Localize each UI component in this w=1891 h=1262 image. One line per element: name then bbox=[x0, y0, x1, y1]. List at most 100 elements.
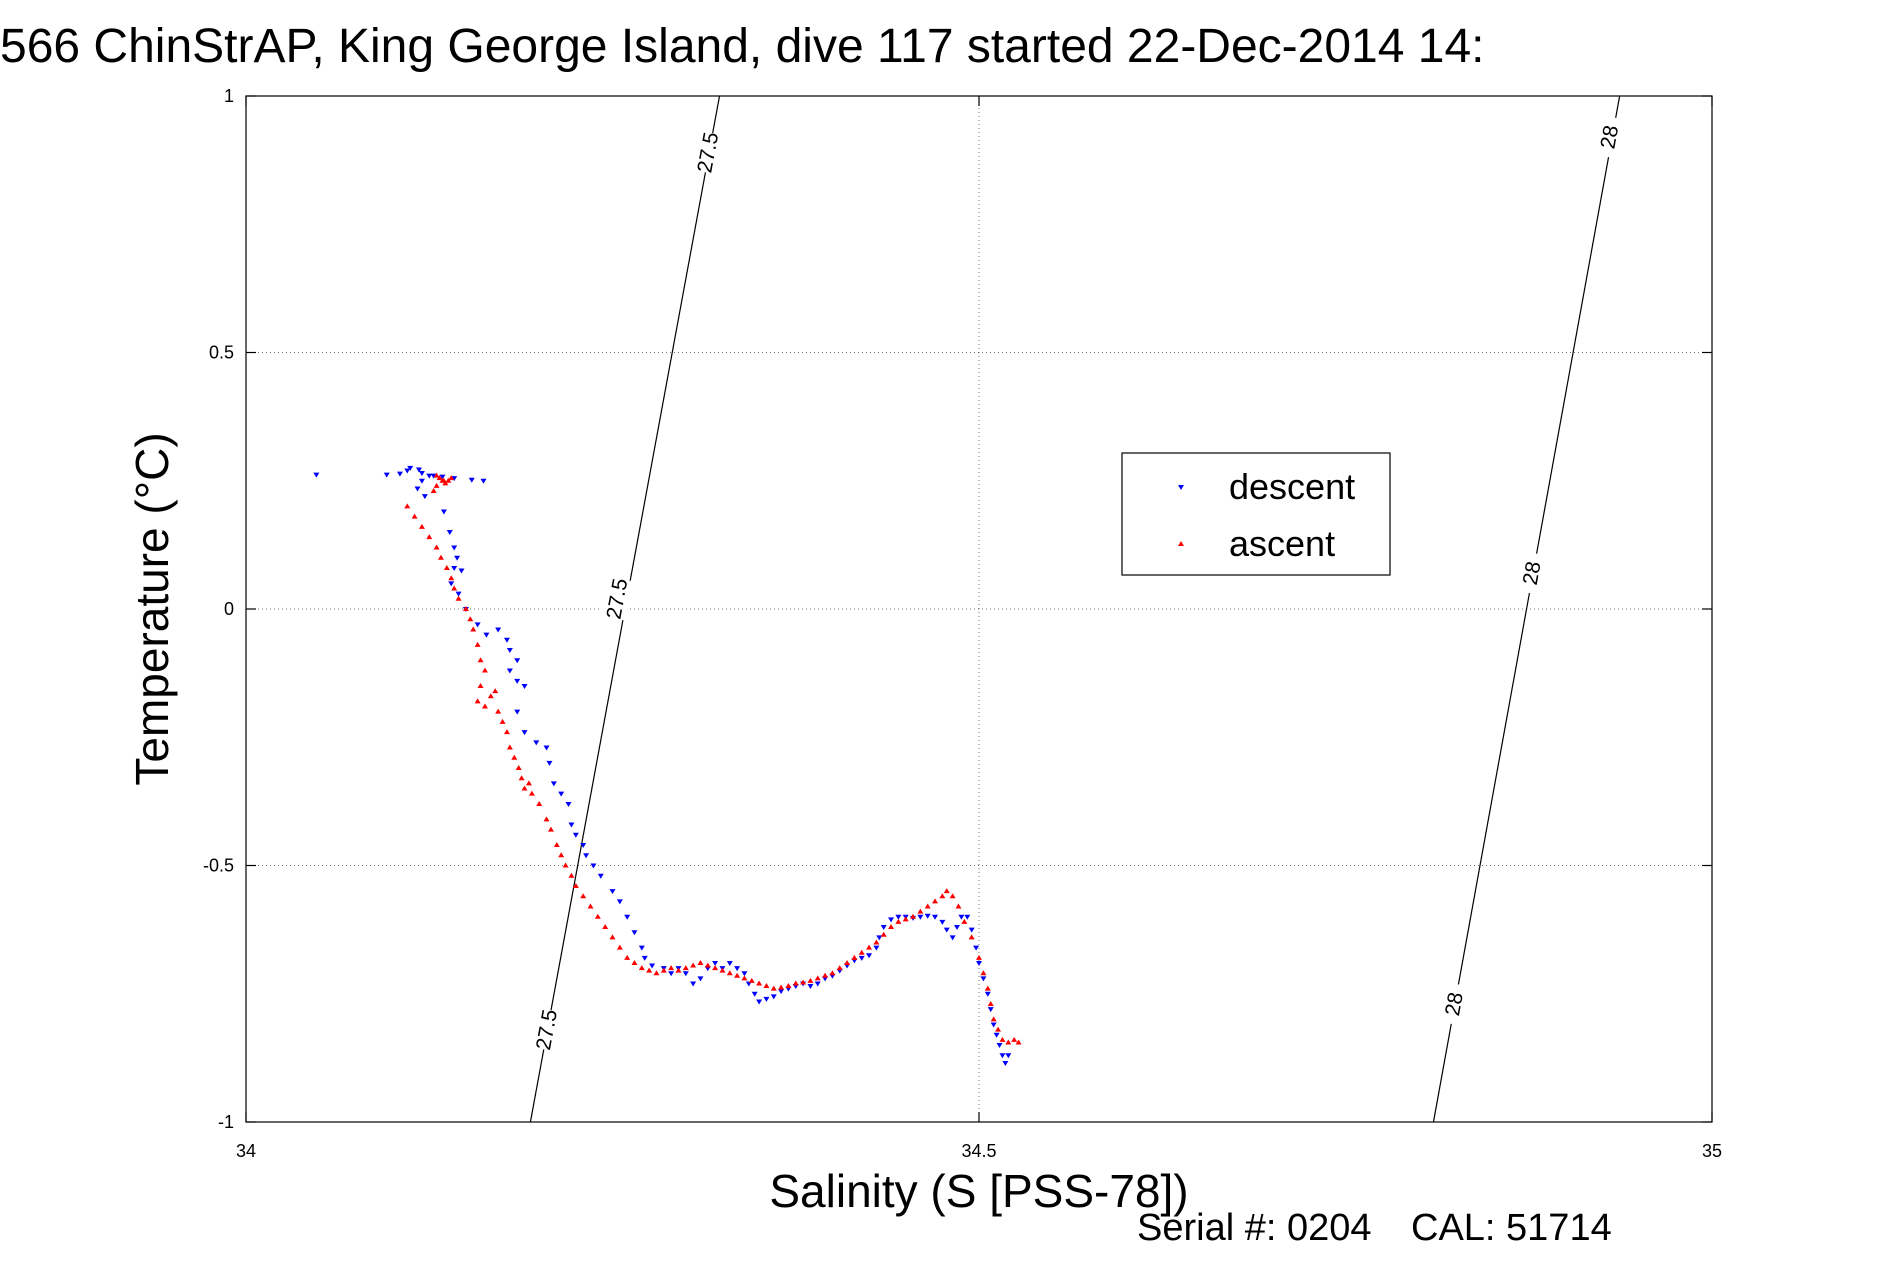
descent-point bbox=[649, 963, 656, 969]
y-tick-label: -0.5 bbox=[203, 856, 234, 876]
descent-series bbox=[313, 465, 1012, 1067]
legend-descent-marker bbox=[1178, 485, 1184, 490]
ascent-point bbox=[536, 800, 543, 806]
descent-point bbox=[712, 960, 719, 966]
descent-point bbox=[616, 899, 623, 905]
descent-point bbox=[726, 960, 733, 966]
descent-point bbox=[734, 966, 741, 972]
descent-point bbox=[858, 955, 865, 961]
descent-point bbox=[924, 913, 931, 919]
descent-point bbox=[514, 658, 521, 664]
ascent-point bbox=[594, 913, 601, 919]
ascent-point bbox=[631, 959, 638, 965]
ascent-point bbox=[770, 985, 777, 991]
ascent-point bbox=[712, 965, 719, 971]
x-tick-label: 34 bbox=[236, 1141, 256, 1161]
ascent-point bbox=[943, 888, 950, 894]
descent-point bbox=[451, 545, 458, 551]
ascent-point bbox=[499, 718, 506, 724]
ascent-point bbox=[580, 893, 587, 899]
descent-point bbox=[483, 632, 490, 638]
descent-point bbox=[954, 925, 961, 931]
ascent-point bbox=[553, 841, 560, 847]
descent-point bbox=[993, 1032, 1000, 1038]
descent-point bbox=[976, 960, 982, 966]
ascent-point bbox=[748, 977, 755, 983]
grid bbox=[246, 96, 1712, 1122]
ascent-point bbox=[778, 984, 785, 990]
ascent-point bbox=[682, 965, 689, 971]
contour-label-bg bbox=[1515, 551, 1549, 596]
ascent-point bbox=[660, 967, 667, 973]
ascent-point bbox=[462, 606, 469, 611]
ascent-point bbox=[653, 970, 660, 976]
descent-point bbox=[514, 678, 521, 684]
ascent-point bbox=[976, 954, 982, 960]
ascent-point bbox=[822, 972, 829, 978]
descent-point bbox=[990, 1022, 997, 1028]
descent-point bbox=[418, 471, 425, 477]
ascent-point bbox=[477, 682, 484, 688]
descent-point bbox=[474, 622, 481, 628]
ascent-point bbox=[756, 980, 763, 986]
descent-point bbox=[641, 955, 648, 961]
ascent-point bbox=[518, 775, 525, 781]
ascent-point bbox=[763, 983, 770, 989]
ascent-point bbox=[866, 944, 873, 950]
ascent-point bbox=[587, 903, 594, 909]
ascent-point bbox=[932, 898, 939, 904]
descent-point bbox=[778, 989, 785, 995]
ascent-point bbox=[888, 924, 895, 930]
descent-point bbox=[880, 925, 887, 931]
ascent-point bbox=[1011, 1036, 1018, 1042]
legend-box bbox=[1121, 452, 1391, 576]
ascent-point bbox=[1015, 1039, 1022, 1045]
ascent-point bbox=[829, 970, 836, 976]
descent-point bbox=[446, 530, 453, 536]
ascent-point bbox=[734, 972, 741, 978]
descent-point bbox=[631, 930, 638, 936]
descent-point bbox=[580, 842, 587, 848]
ascent-point bbox=[492, 688, 499, 694]
y-axis-label: Temperature (°C) bbox=[126, 432, 178, 785]
descent-point bbox=[984, 991, 991, 997]
ascent-point bbox=[430, 488, 437, 494]
ascent-point bbox=[477, 657, 484, 663]
descent-point bbox=[565, 801, 572, 807]
ascent-point bbox=[851, 954, 858, 960]
descent-point bbox=[558, 791, 565, 797]
ascent-point bbox=[418, 523, 425, 529]
descent-point bbox=[583, 853, 590, 859]
descent-point bbox=[968, 927, 975, 933]
ascent-point bbox=[543, 816, 550, 822]
descent-point bbox=[458, 568, 465, 574]
descent-point bbox=[814, 981, 821, 987]
ascent-point bbox=[503, 729, 510, 735]
descent-point bbox=[939, 919, 946, 925]
descent-point bbox=[418, 478, 425, 484]
footer-cal: CAL: 51714 bbox=[1411, 1207, 1612, 1249]
ascent-point bbox=[792, 980, 799, 986]
ascent-point bbox=[955, 903, 962, 909]
descent-point bbox=[770, 994, 777, 1000]
ascent-point bbox=[455, 595, 462, 601]
y-tick-label: 1 bbox=[224, 86, 234, 106]
descent-point bbox=[638, 945, 645, 951]
ascent-point bbox=[924, 903, 931, 909]
ascent-point bbox=[558, 852, 565, 858]
descent-point bbox=[624, 914, 631, 920]
ascent-point bbox=[440, 477, 447, 483]
ascent-point bbox=[525, 780, 532, 786]
descent-point bbox=[421, 494, 428, 500]
descent-point bbox=[506, 648, 513, 654]
descent-point bbox=[430, 473, 437, 479]
descent-point bbox=[876, 935, 883, 941]
ascent-point bbox=[704, 962, 711, 968]
ascent-point bbox=[668, 965, 675, 971]
descent-point bbox=[973, 945, 980, 951]
descent-point bbox=[440, 509, 447, 515]
descent-point bbox=[597, 873, 604, 879]
ascent-point bbox=[968, 934, 975, 940]
ascent-point bbox=[528, 790, 535, 796]
descent-point bbox=[682, 971, 689, 977]
